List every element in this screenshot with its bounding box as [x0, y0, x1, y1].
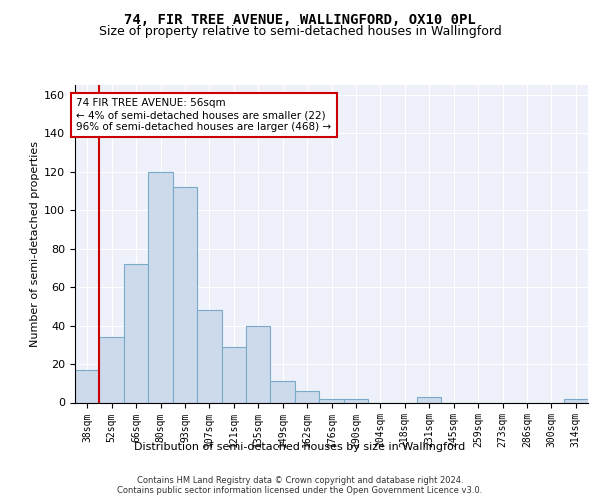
Bar [319, 398, 344, 402]
Bar [246, 326, 271, 402]
Bar [221, 346, 246, 403]
Bar [344, 398, 368, 402]
Text: 74, FIR TREE AVENUE, WALLINGFORD, OX10 0PL: 74, FIR TREE AVENUE, WALLINGFORD, OX10 0… [124, 12, 476, 26]
Text: Distribution of semi-detached houses by size in Wallingford: Distribution of semi-detached houses by … [134, 442, 466, 452]
Bar [124, 264, 148, 402]
Bar [271, 382, 295, 402]
Bar [295, 391, 319, 402]
Bar [197, 310, 221, 402]
Text: Contains HM Land Registry data © Crown copyright and database right 2024.
Contai: Contains HM Land Registry data © Crown c… [118, 476, 482, 495]
Bar [148, 172, 173, 402]
Bar [417, 396, 442, 402]
Text: 74 FIR TREE AVENUE: 56sqm
← 4% of semi-detached houses are smaller (22)
96% of s: 74 FIR TREE AVENUE: 56sqm ← 4% of semi-d… [76, 98, 331, 132]
Bar [100, 337, 124, 402]
Y-axis label: Number of semi-detached properties: Number of semi-detached properties [30, 141, 40, 347]
Bar [563, 398, 588, 402]
Bar [173, 187, 197, 402]
Text: Size of property relative to semi-detached houses in Wallingford: Size of property relative to semi-detach… [98, 25, 502, 38]
Bar [75, 370, 100, 402]
